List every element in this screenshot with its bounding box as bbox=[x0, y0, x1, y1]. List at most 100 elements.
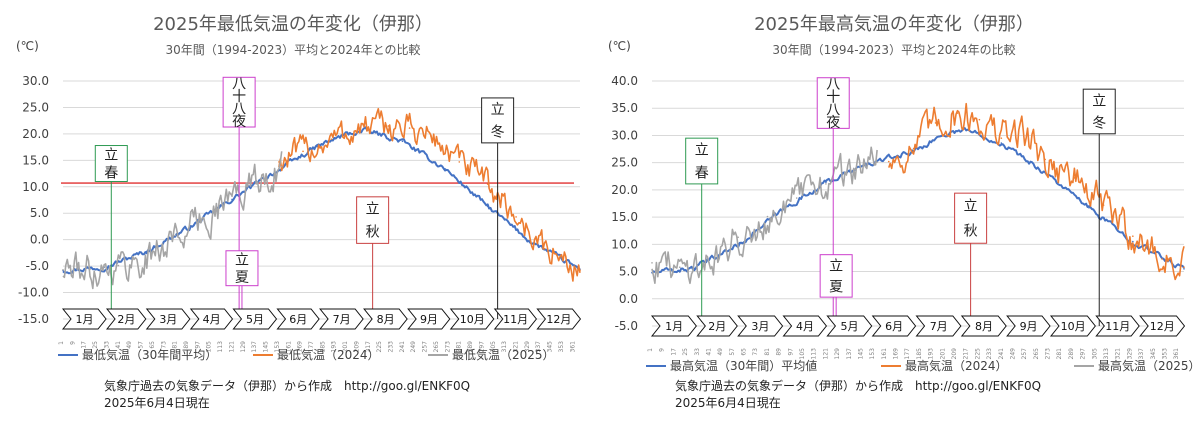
month-arrow bbox=[319, 308, 364, 330]
annotation-box bbox=[819, 254, 853, 298]
annotation-box bbox=[481, 97, 515, 144]
day-of-year-label: 321 bbox=[513, 341, 520, 353]
day-of-year-label: 145 bbox=[263, 341, 270, 353]
annotation-box bbox=[816, 77, 850, 129]
day-of-year-label: 281 bbox=[1056, 348, 1063, 360]
data-point bbox=[912, 147, 915, 150]
day-of-year-label: 225 bbox=[974, 348, 981, 360]
month-arrow bbox=[871, 315, 917, 337]
series-line bbox=[651, 146, 878, 285]
day-of-year-label: 273 bbox=[1045, 348, 1052, 360]
annotation-text: 立 bbox=[1092, 93, 1106, 109]
annotation-text: 立 bbox=[104, 148, 118, 164]
day-of-year-label: 241 bbox=[399, 341, 406, 353]
as-of-date: 2025年6月4日現在 bbox=[104, 396, 210, 410]
day-of-year-label: 249 bbox=[1009, 348, 1016, 360]
chart-min-temperature: 2025年最低気温の年変化（伊那） 30年間（1994-2023）平均と2024… bbox=[16, 14, 582, 410]
chart-title: 2025年最低気温の年変化（伊那） bbox=[153, 14, 433, 35]
data-point bbox=[678, 266, 681, 269]
series-line bbox=[651, 127, 1185, 275]
day-of-year-label: 81 bbox=[172, 341, 179, 349]
annotation-text: 春 bbox=[695, 165, 709, 181]
y-tick-label: 5.0 bbox=[619, 265, 638, 279]
month-label: 6月 bbox=[885, 320, 903, 333]
day-of-year-label: 113 bbox=[811, 348, 818, 360]
month-label: 3月 bbox=[159, 313, 177, 326]
day-of-year-label: 361 bbox=[1173, 348, 1180, 360]
month-label: 1月 bbox=[76, 313, 94, 326]
day-of-year-label: 113 bbox=[217, 341, 224, 353]
data-point bbox=[231, 198, 233, 201]
y-tick-label: -10.0 bbox=[18, 286, 49, 300]
month-label: 3月 bbox=[751, 320, 769, 333]
month-label: 4月 bbox=[203, 313, 221, 326]
month-arrow bbox=[61, 308, 107, 330]
month-label: 8月 bbox=[975, 320, 993, 333]
data-point bbox=[1000, 137, 1003, 139]
month-label: 4月 bbox=[796, 320, 814, 333]
day-of-year-label: 129 bbox=[834, 348, 841, 360]
annotation-text: 夏 bbox=[235, 270, 249, 286]
day-of-year-label: 25 bbox=[92, 341, 99, 349]
data-point bbox=[956, 112, 959, 114]
day-of-year-label: 337 bbox=[535, 341, 542, 353]
annotation-text: 秋 bbox=[366, 225, 380, 241]
day-of-year-label: 153 bbox=[274, 341, 281, 353]
data-point bbox=[145, 258, 148, 261]
as-of-date: 2025年6月4日現在 bbox=[675, 396, 781, 410]
chart-subtitle: 30年間（1994-2023）平均と2024年との比較 bbox=[165, 42, 420, 57]
data-point bbox=[458, 161, 461, 163]
annotation-text: 夜 bbox=[826, 115, 840, 131]
data-point bbox=[430, 135, 432, 137]
day-of-year-label: 185 bbox=[319, 341, 326, 353]
day-of-year-label: 265 bbox=[1033, 348, 1040, 360]
day-of-year-label: 233 bbox=[388, 341, 395, 353]
y-tick-label: 10.0 bbox=[611, 237, 638, 251]
day-of-year-label: 201 bbox=[939, 348, 946, 360]
data-point bbox=[280, 165, 283, 168]
data-point bbox=[868, 162, 871, 165]
month-arrow bbox=[276, 308, 320, 330]
data-point bbox=[444, 167, 446, 170]
day-of-year-label: 41 bbox=[705, 348, 712, 356]
annotation-text: 八 bbox=[826, 102, 840, 118]
day-of-year-label: 177 bbox=[308, 341, 315, 353]
month-arrow bbox=[782, 315, 828, 337]
legend-label: 最低気温（2024） bbox=[277, 347, 380, 362]
day-of-year-label: 1 bbox=[647, 348, 654, 352]
month-label: 6月 bbox=[289, 313, 307, 326]
data-point bbox=[1161, 258, 1163, 260]
y-tick-label: 15.0 bbox=[611, 210, 638, 224]
data-point bbox=[408, 127, 411, 129]
annotation-box bbox=[685, 137, 719, 185]
data-point bbox=[174, 234, 177, 237]
day-of-year-label: 345 bbox=[1150, 348, 1157, 360]
y-tick-label: -15.0 bbox=[18, 312, 49, 326]
month-label: 2月 bbox=[708, 320, 726, 333]
y-tick-label: 40.0 bbox=[611, 74, 638, 88]
month-arrow bbox=[493, 308, 538, 330]
day-of-year-label: 161 bbox=[285, 341, 292, 353]
month-arrow bbox=[1139, 315, 1186, 337]
day-of-year-label: 33 bbox=[694, 348, 701, 356]
day-of-year-label: 49 bbox=[717, 348, 724, 356]
annotation-text: 立 bbox=[366, 201, 380, 217]
data-point bbox=[387, 125, 390, 127]
day-of-year-label: 65 bbox=[149, 341, 156, 349]
data-point bbox=[330, 138, 333, 140]
month-arrow bbox=[105, 308, 147, 330]
day-of-year-label: 17 bbox=[81, 341, 88, 349]
data-point bbox=[876, 161, 878, 163]
month-label: 9月 bbox=[1020, 320, 1038, 333]
month-arrow bbox=[915, 315, 962, 337]
data-point bbox=[1132, 235, 1134, 237]
day-of-year-label: 233 bbox=[986, 348, 993, 360]
legend-label: 最高気温（2024） bbox=[905, 358, 1008, 373]
source-note: 気象庁過去の気象データ（伊那）から作成 http://goo.gl/ENKF0Q bbox=[104, 378, 470, 393]
month-arrow bbox=[960, 315, 1007, 337]
data-point bbox=[259, 178, 262, 180]
data-point bbox=[1022, 129, 1025, 131]
y-tick-label: 30.0 bbox=[22, 74, 49, 88]
data-point bbox=[825, 181, 827, 184]
data-point bbox=[486, 183, 489, 185]
